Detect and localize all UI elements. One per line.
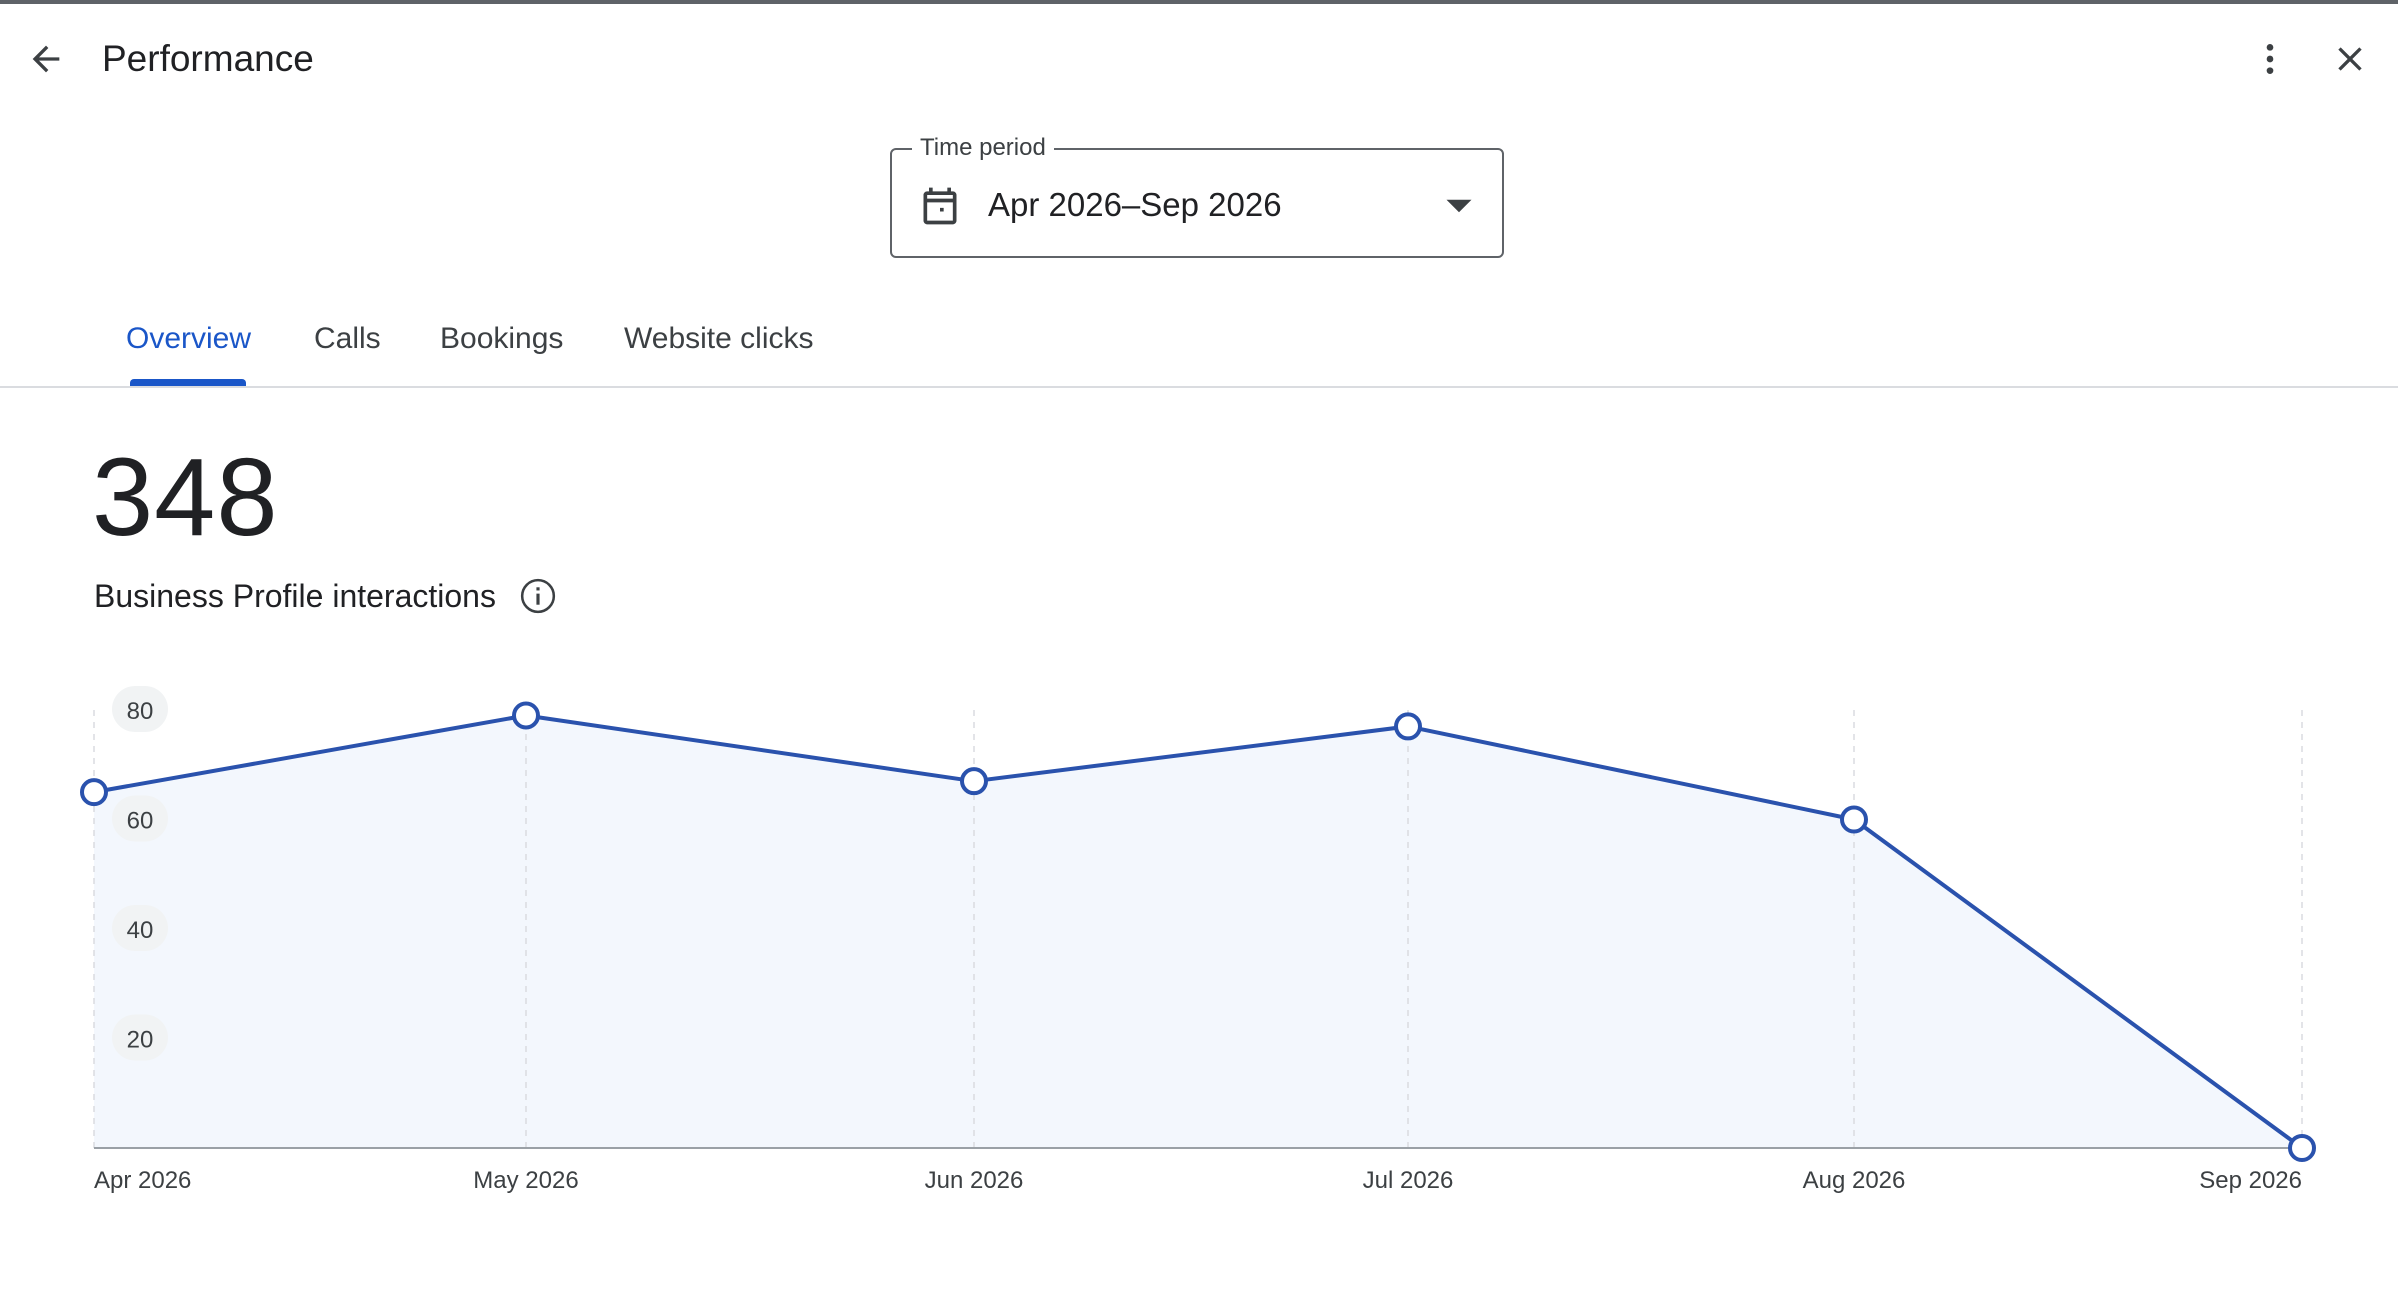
arrow-back-icon bbox=[32, 45, 60, 73]
y-tick-bg-20 bbox=[112, 1014, 168, 1061]
close-button[interactable] bbox=[2320, 34, 2380, 84]
tab-calls[interactable]: Calls bbox=[314, 322, 381, 355]
y-tick-label-60: 60 bbox=[127, 808, 154, 835]
window-top-border bbox=[0, 0, 2398, 4]
data-point-4 bbox=[1840, 805, 1868, 834]
tab-bar: Overview Calls Bookings Website clicks bbox=[0, 300, 2398, 388]
page-title: Performance bbox=[102, 38, 314, 79]
y-tick-bg-60 bbox=[112, 795, 168, 842]
data-point-2 bbox=[960, 767, 988, 796]
back-button[interactable] bbox=[18, 34, 74, 84]
x-tick-label-3: Jul 2026 bbox=[1363, 1167, 1454, 1194]
data-point-0 bbox=[80, 778, 108, 807]
time-period-select[interactable]: Time period Apr 2026–Sep 2026 bbox=[890, 133, 1504, 258]
more-options-button[interactable] bbox=[2240, 34, 2300, 84]
data-point-1 bbox=[512, 701, 540, 730]
data-point-5 bbox=[2288, 1134, 2316, 1162]
interactions-chart: 80 60 40 20 Apr 2026 May 2026 Jun 2026 Jul 2026… bbox=[80, 686, 2316, 1194]
close-icon bbox=[2338, 47, 2362, 71]
data-point-3 bbox=[1394, 712, 1422, 741]
time-period-label: Time period bbox=[912, 133, 1054, 163]
series-line bbox=[93, 713, 2304, 1150]
x-tick-label-5: Sep 2026 bbox=[2199, 1167, 2302, 1194]
x-tick-label-2: Jun 2026 bbox=[925, 1167, 1024, 1194]
y-tick-label-80: 80 bbox=[127, 698, 154, 725]
time-period-value: Apr 2026–Sep 2026 bbox=[988, 186, 1282, 223]
dropdown-arrow-icon bbox=[1446, 199, 1472, 213]
x-tick-label-0: Apr 2026 bbox=[94, 1167, 191, 1194]
info-button[interactable] bbox=[518, 576, 558, 616]
x-tick-label-1: May 2026 bbox=[473, 1167, 578, 1194]
calendar-icon bbox=[923, 187, 957, 225]
y-tick-bg-40 bbox=[112, 905, 168, 951]
y-tick-bg-80 bbox=[112, 686, 168, 732]
area-fill bbox=[94, 715, 2302, 1148]
x-tick-label-4: Aug 2026 bbox=[1803, 1167, 1906, 1194]
tab-bookings[interactable]: Bookings bbox=[440, 322, 564, 355]
tab-website-clicks[interactable]: Website clicks bbox=[624, 322, 814, 355]
metric-label: Business Profile interactions bbox=[94, 578, 496, 614]
y-tick-label-20: 20 bbox=[127, 1027, 154, 1054]
tab-overview[interactable]: Overview bbox=[126, 322, 252, 355]
y-tick-label-40: 40 bbox=[127, 917, 154, 944]
info-icon bbox=[520, 578, 556, 614]
total-interactions: 348 bbox=[92, 436, 279, 559]
active-tab-indicator bbox=[130, 379, 246, 386]
more-vert-icon bbox=[2266, 44, 2274, 74]
